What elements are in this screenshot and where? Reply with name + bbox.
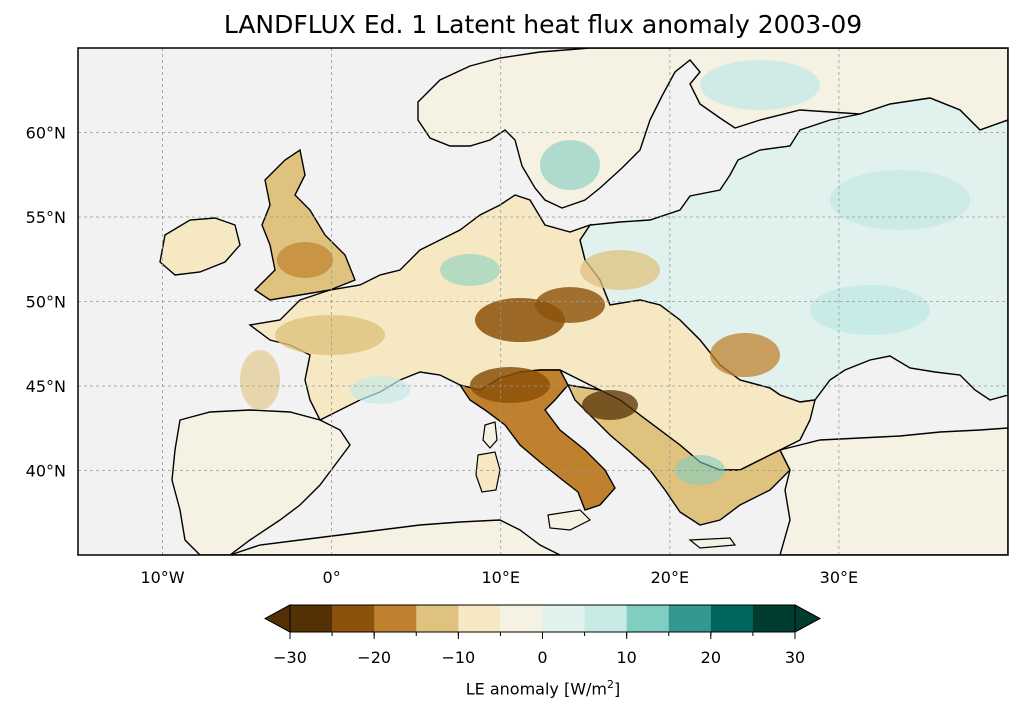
land-crete [688,537,737,549]
lon-tick-label: 10°W [140,568,184,587]
colorbar-segment [332,605,375,632]
colorbar-label-text: LE anomaly [W/m [465,679,608,699]
lon-tick-label: 10°E [481,568,519,587]
lon-tick-label: 30°E [820,568,858,587]
lon-tick-label: 0° [323,568,341,587]
lat-tick-label: 40°N [26,462,66,481]
lat-tick-label: 60°N [26,124,66,143]
colorbar-segment [374,605,417,632]
land-anatolia [778,427,1008,555]
lat-tick-label: 45°N [26,377,66,396]
colorbar-label-close: ] [614,679,621,699]
colorbar [263,604,822,633]
colorbar-label: LE anomaly [W/m2] [0,678,1022,698]
colorbar-tick-label: −30 [273,648,307,667]
colorbar-segment [542,605,586,632]
colorbar-label-sup: 2 [607,678,615,691]
colorbar-segment [668,605,712,632]
land-ireland [159,217,241,276]
colorbar-extend-high [794,604,822,633]
colorbar-segment [710,605,754,632]
land-layer [159,48,1008,555]
land-sardinia [475,451,501,493]
lat-tick-label: 50°N [26,293,66,312]
colorbar-segment [626,605,670,632]
lon-tick-label: 20°E [651,568,689,587]
lat-tick-label: 55°N [26,208,66,227]
land-iberia [171,409,351,555]
anomaly-patches [240,60,970,485]
longitude-labels: 10°W 0° 10°E 20°E 30°E [140,568,858,587]
land-corsica [482,421,498,449]
colorbar-tick-label: 0 [537,648,547,667]
colorbar-ticks: −30 −20 −10 0 10 20 30 [273,632,805,667]
land-sicily [547,509,592,531]
colorbar-segment [458,605,501,632]
colorbar-extend-low [263,604,291,633]
colorbar-segment [290,605,333,632]
colorbar-tick-label: 30 [785,648,805,667]
map-border [77,47,1009,556]
colorbar-segment [416,605,459,632]
colorbar-tick-label: 10 [616,648,636,667]
gridlines [78,48,1008,555]
colorbar-segment [500,605,543,632]
colorbar-segment [752,605,796,632]
colorbar-tick-label: 20 [701,648,721,667]
colorbar-tick-label: −20 [357,648,391,667]
latitude-labels: 60°N 55°N 50°N 45°N 40°N [26,124,66,481]
land-balkans [566,384,791,526]
colorbar-tick-label: −10 [441,648,475,667]
land-north-africa [229,519,561,555]
map-title: LANDFLUX Ed. 1 Latent heat flux anomaly … [223,10,863,39]
colorbar-segment [584,605,628,632]
